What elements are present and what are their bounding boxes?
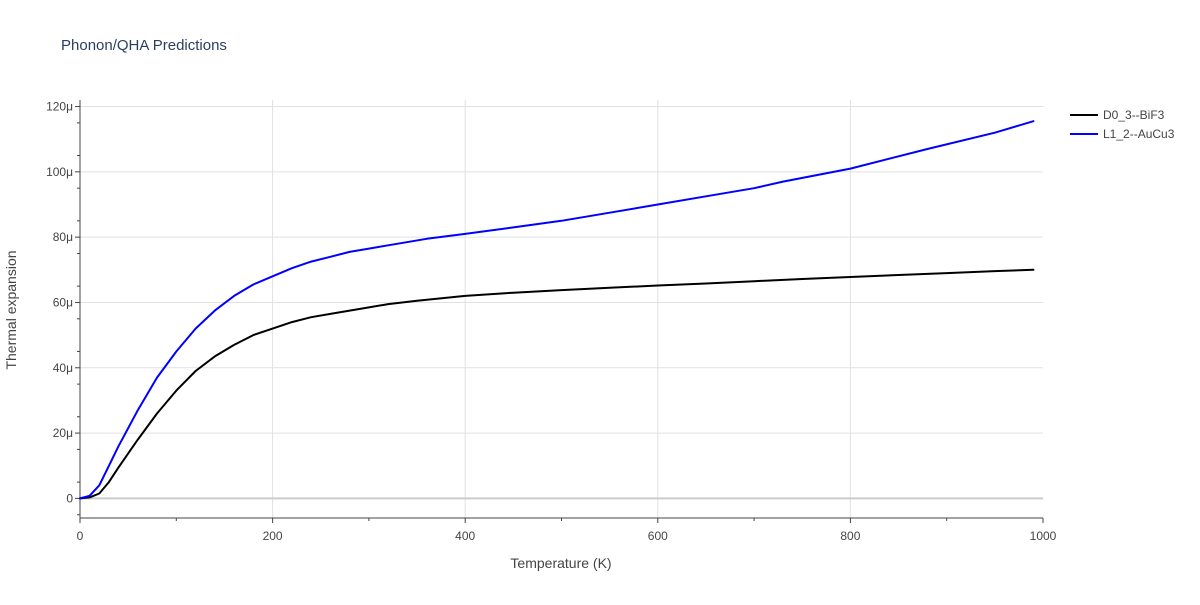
axis-layer: 0 200 400 600 800 1000 0 20μ 40μ 60μ 80μ 100μ 120μ — [46, 100, 1057, 543]
y-tick-label: 80μ — [53, 230, 73, 244]
legend-label[interactable]: L1_2--AuCu3 — [1103, 127, 1175, 141]
series-line-1 — [79, 120, 1035, 500]
x-tick-label: 800 — [840, 529, 860, 543]
y-tick-label: 120μ — [46, 100, 73, 114]
grid-layer — [80, 100, 1043, 518]
y-tick-label: 20μ — [53, 426, 73, 440]
legend-label[interactable]: D0_3--BiF3 — [1103, 108, 1165, 122]
chart-title: Phonon/QHA Predictions — [61, 37, 227, 54]
series-line-0 — [79, 268, 1035, 500]
x-tick-label: 0 — [77, 529, 84, 543]
x-tick-label: 200 — [263, 529, 283, 543]
y-axis-title: Thermal expansion — [3, 250, 19, 369]
y-tick-label: 40μ — [53, 361, 73, 375]
x-tick-label: 600 — [648, 529, 668, 543]
x-tick-label: 1000 — [1030, 529, 1057, 543]
y-tick-label: 60μ — [53, 295, 73, 309]
x-tick-label: 400 — [455, 529, 475, 543]
y-tick-label: 100μ — [46, 165, 73, 179]
x-axis-title: Temperature (K) — [510, 555, 611, 571]
series-layer — [79, 120, 1035, 500]
y-tick-label: 0 — [66, 491, 73, 505]
legend[interactable]: D0_3--BiF3 L1_2--AuCu3 — [1070, 108, 1175, 141]
